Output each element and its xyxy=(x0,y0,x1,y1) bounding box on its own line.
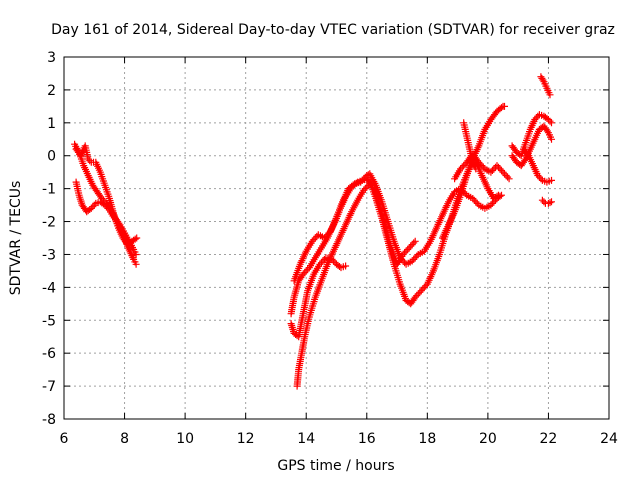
x-axis-title: GPS time / hours xyxy=(277,458,394,474)
y-tick-label: -5 xyxy=(42,313,56,329)
x-tick-label: 6 xyxy=(60,431,69,447)
y-tick-label: 2 xyxy=(47,83,56,99)
y-tick-label: -4 xyxy=(42,280,56,296)
marker-cluster xyxy=(508,122,555,170)
x-tick-label: 20 xyxy=(479,431,497,447)
grid-lines xyxy=(64,57,609,419)
marker-cluster xyxy=(72,142,141,249)
marker-cluster xyxy=(287,254,350,341)
series-track-8 xyxy=(439,102,508,242)
y-tick-label: -7 xyxy=(42,379,56,395)
y-tick-label: 3 xyxy=(47,50,56,66)
y-tick-label: 1 xyxy=(47,116,56,132)
series-track-15 xyxy=(460,119,480,173)
x-tick-label: 8 xyxy=(120,431,129,447)
series-track-14 xyxy=(538,196,555,207)
y-tick-label: -2 xyxy=(42,215,56,231)
y-tick-label: -3 xyxy=(42,247,56,263)
series-track-6 xyxy=(287,254,350,341)
series-track-7 xyxy=(290,170,505,285)
marker-cluster xyxy=(537,73,554,99)
y-tick-label: 0 xyxy=(47,149,56,165)
series-track-3 xyxy=(72,142,141,249)
marker-cluster xyxy=(460,119,480,173)
series-track-12 xyxy=(520,145,555,186)
x-tick-label: 24 xyxy=(600,431,618,447)
series-track-11 xyxy=(508,122,555,170)
x-tick-label: 10 xyxy=(176,431,194,447)
axis-ticks xyxy=(63,56,610,420)
y-tick-label: -1 xyxy=(42,182,56,198)
x-tick-label: 18 xyxy=(418,431,436,447)
y-tick-label: -8 xyxy=(42,412,56,428)
y-tick-label: -6 xyxy=(42,346,56,362)
x-tick-label: 12 xyxy=(237,431,255,447)
marker-cluster xyxy=(290,170,505,285)
plot-frame xyxy=(63,56,610,420)
chart-title: Day 161 of 2014, Sidereal Day-to-day VTE… xyxy=(51,22,615,38)
y-tick-labels: 3 2 1 0 -1 -2 -3 -4 -5 -6 -7 -8 xyxy=(42,50,56,428)
x-tick-label: 16 xyxy=(358,431,376,447)
data-marks xyxy=(71,73,555,390)
x-tick-label: 22 xyxy=(540,431,558,447)
marker-cluster xyxy=(439,102,508,242)
x-tick-label: 14 xyxy=(297,431,315,447)
x-tick-labels: 6 8 10 12 14 16 18 20 22 24 xyxy=(60,431,618,447)
y-axis-title: SDTVAR / TECUs xyxy=(8,181,24,296)
marker-cluster xyxy=(520,145,555,186)
marker-cluster xyxy=(538,196,555,207)
series-track-13 xyxy=(537,73,554,99)
